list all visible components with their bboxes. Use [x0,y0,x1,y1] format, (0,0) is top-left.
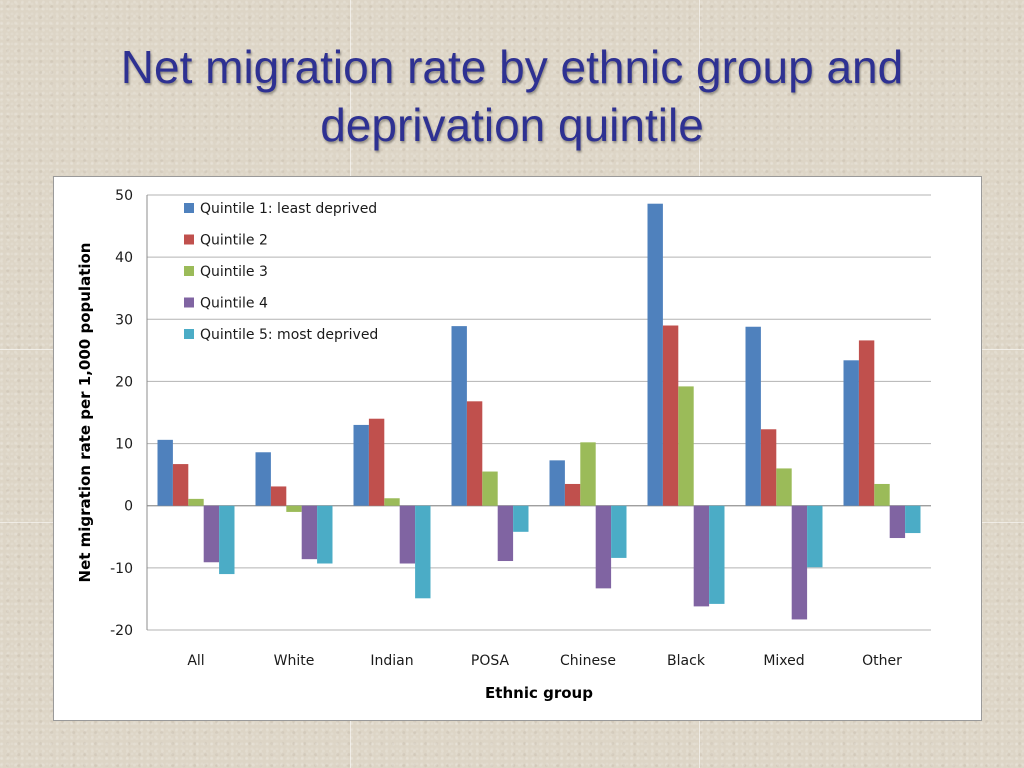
x-tick-label: Mixed [763,653,804,669]
x-tick-label: White [274,653,315,669]
y-tick-label: -10 [110,561,133,577]
bar [353,424,369,506]
bar [549,460,565,506]
bar [497,505,514,562]
bar [466,401,483,506]
y-tick-label: 20 [115,374,133,390]
slide-title: Net migration rate by ethnic group and d… [0,38,1024,154]
y-tick-label: 50 [115,188,133,204]
bar-chart: -20 -10 0 10 20 30 40 50 All White Indian POSA Chine… [76,188,931,702]
x-axis-title: Ethnic group [485,684,593,702]
legend: Quintile 1: least deprived Quintile 2 Quin… [184,201,378,343]
bar [415,505,431,599]
legend-swatch [184,203,194,213]
x-tick-label: All [187,653,204,669]
legend-label: Quintile 3 [200,264,268,280]
slide-title-line-2: deprivation quintile [320,99,704,151]
bar [368,418,385,506]
y-tick-label: 0 [124,499,133,515]
bar [709,505,725,604]
bar [157,439,173,506]
x-tick-label: POSA [471,653,510,669]
legend-swatch [184,329,194,339]
legend-label: Quintile 2 [200,233,268,249]
bar [451,326,467,506]
bar [791,505,808,620]
legend-label: Quintile 4 [200,296,268,312]
bar [843,360,859,506]
bar [255,452,271,506]
bar [807,505,823,568]
bar [399,505,416,564]
y-tick-label: 30 [115,312,133,328]
x-tick-label: Indian [370,653,413,669]
bar [188,498,204,506]
bar [889,505,906,539]
y-tick-label: 10 [115,437,133,453]
bar [595,505,612,589]
bar [286,505,302,512]
bar [580,442,596,506]
x-tick-label: Chinese [560,653,616,669]
bar [745,326,761,506]
y-tick-label: -20 [110,623,133,639]
legend-swatch [184,297,194,308]
bar [874,483,890,506]
bar [513,505,529,532]
bar [172,464,189,506]
bar [270,486,287,506]
bar [317,505,333,564]
slide-title-line-1: Net migration rate by ethnic group and [120,41,904,93]
bar [219,505,235,575]
bar [482,471,498,506]
bar [203,505,220,563]
bar [858,340,875,506]
y-axis-title: Net migration rate per 1,000 population [76,243,94,583]
bar [611,505,627,558]
legend-swatch [184,266,194,276]
bar [564,483,581,506]
bar [760,429,777,506]
chart-area: -20 -10 0 10 20 30 40 50 All White Indian POSA Chine… [53,176,982,721]
legend-label: Quintile 5: most deprived [200,327,378,343]
bars [157,203,921,620]
legend-swatch [184,234,194,245]
x-tick-label: Other [862,653,902,669]
legend-label: Quintile 1: least deprived [200,201,377,217]
bar [693,505,710,607]
bar [301,505,318,560]
bar [662,325,679,506]
bar [905,505,921,534]
bar [384,498,400,506]
y-tick-label: 40 [115,250,133,266]
tick-labels: -20 -10 0 10 20 30 40 50 All White Indian POSA Chine… [110,188,902,669]
x-tick-label: Black [667,653,706,669]
bar [678,386,694,506]
bar [647,203,663,506]
bar [776,468,792,506]
